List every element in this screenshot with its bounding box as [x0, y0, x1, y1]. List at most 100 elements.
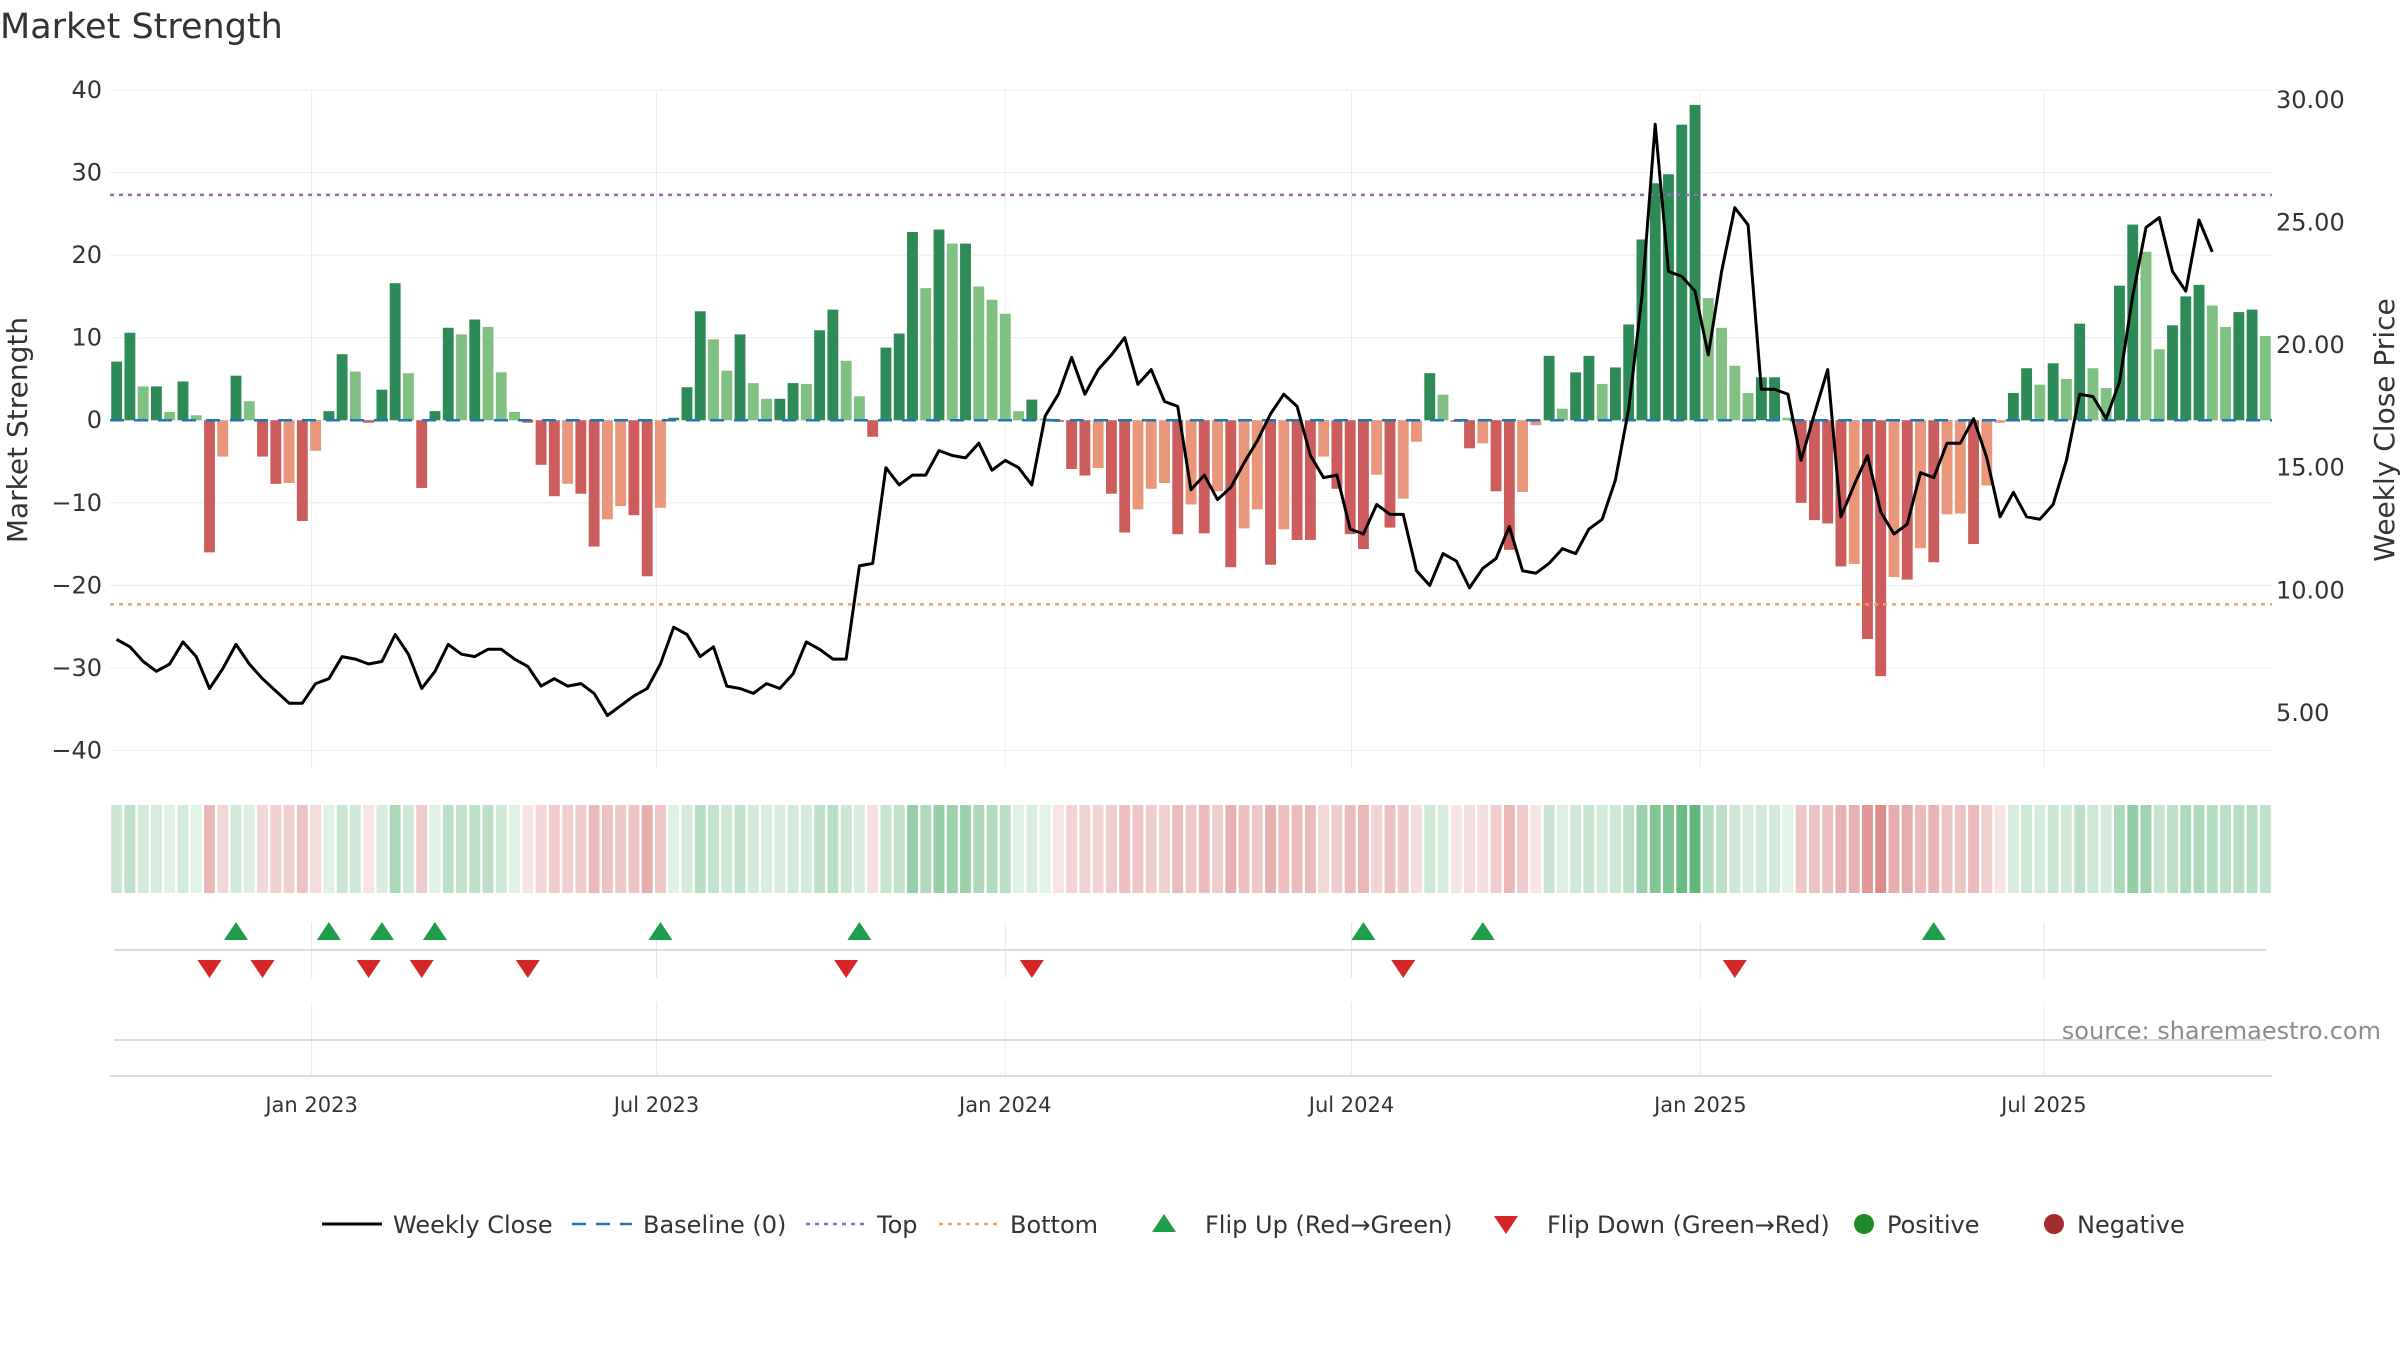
heat-cell: [800, 805, 812, 893]
heat-cell: [257, 805, 268, 893]
strength-bar: [1716, 327, 1727, 421]
heat-cell: [2047, 805, 2059, 893]
legend-item: Baseline (0): [572, 1211, 786, 1239]
flip-up-marker: [224, 922, 249, 940]
heat-cell: [1543, 805, 1555, 893]
flip-up-marker: [648, 922, 673, 940]
legend-triangle-up-icon: [1152, 1214, 1176, 1232]
legend-label: Flip Down (Green→Red): [1547, 1211, 1830, 1239]
strength-bar: [2074, 323, 2086, 421]
strength-bar: [1013, 411, 1025, 421]
strength-bar: [1105, 420, 1117, 494]
strength-bar: [1344, 420, 1356, 535]
heat-cell: [1092, 805, 1104, 893]
heat-cell: [243, 805, 255, 893]
flip-down-marker: [834, 960, 859, 978]
heat-cell: [1994, 805, 2006, 893]
x-axis: Jan 2023 Jul 2023 Jan 2024 Jul 2024 Jan 2025…: [110, 1039, 2272, 1117]
heat-cell: [827, 805, 839, 893]
strength-bar: [774, 398, 786, 421]
heat-cell: [2114, 805, 2125, 893]
strength-bar: [442, 327, 454, 421]
heat-cell: [1185, 805, 1197, 893]
heat-cell: [1689, 805, 1701, 893]
strength-bar: [2060, 378, 2072, 421]
heat-cell: [1716, 805, 1727, 893]
strength-bar: [257, 420, 268, 457]
heat-cell: [1729, 805, 1741, 893]
heat-cell: [1862, 805, 1873, 893]
y-axis-title: Market Strength: [1, 317, 34, 543]
heat-cell: [1119, 805, 1131, 893]
strength-bar: [1822, 420, 1834, 524]
strength-bar: [840, 360, 852, 421]
strength-bar: [1530, 420, 1542, 426]
heat-cell: [1079, 805, 1091, 893]
flip-down-marker: [356, 960, 381, 978]
heat-cell: [694, 805, 706, 893]
heat-cell: [999, 805, 1011, 893]
legend-item: Bottom: [939, 1211, 1098, 1239]
heat-cell: [522, 805, 534, 893]
flip-markers: [114, 922, 2266, 978]
heat-cell: [1795, 805, 1807, 893]
heat-cell: [1411, 805, 1422, 893]
strength-bar: [1782, 417, 1794, 421]
heat-cell: [1610, 805, 1621, 893]
strength-bar: [363, 420, 375, 423]
heat-cell: [1066, 805, 1078, 893]
heat-cell: [2100, 805, 2112, 893]
heat-cell: [562, 805, 574, 893]
strength-bar: [1729, 365, 1741, 421]
y-tick-label: 0: [87, 406, 102, 434]
heat-cell: [920, 805, 932, 893]
heat-cell: [787, 805, 799, 893]
strength-bar: [800, 383, 812, 421]
strength-bar: [761, 398, 772, 421]
heat-cell: [1172, 805, 1184, 893]
strength-bar: [217, 420, 229, 457]
strength-bar: [562, 420, 574, 484]
strength-bar: [1702, 298, 1714, 421]
flip-up-marker: [1470, 922, 1495, 940]
y-tick-label: −10: [51, 489, 102, 517]
legend-item: Positive: [1854, 1211, 1980, 1239]
strength-bar: [1901, 420, 1913, 580]
strength-bar: [681, 387, 693, 421]
strength-bar: [655, 420, 666, 508]
heat-cell: [734, 805, 746, 893]
flip-down-marker: [1019, 960, 1044, 978]
heat-cell: [946, 805, 958, 893]
strength-bar: [575, 420, 587, 494]
strength-bar: [1848, 420, 1860, 564]
strength-bar: [853, 396, 865, 421]
strength-bar: [336, 354, 348, 421]
x-tick-label: Jul 2023: [612, 1093, 699, 1117]
strength-bar: [1862, 420, 1873, 640]
strength-bar: [270, 420, 282, 484]
strength-bar: [1503, 420, 1515, 550]
strength-bar: [1663, 174, 1674, 421]
heat-cell: [296, 805, 308, 893]
strength-bar: [933, 229, 945, 421]
strength-bar: [1185, 420, 1197, 505]
strength-bar: [1769, 377, 1781, 421]
heat-cell: [1105, 805, 1117, 893]
heat-cell: [469, 805, 481, 893]
strength-bar: [1119, 420, 1131, 533]
heat-cell: [1835, 805, 1847, 893]
strength-bar: [1968, 420, 1979, 545]
legend-label: Positive: [1887, 1211, 1980, 1239]
heat-cell: [2193, 805, 2205, 893]
heat-cell: [960, 805, 971, 893]
strength-bar: [495, 372, 507, 421]
heat-cell: [137, 805, 149, 893]
flip-down-marker: [409, 960, 434, 978]
y-tick-label: −20: [51, 571, 102, 599]
legend: Weekly Close Baseline (0) Top Bottom Flip Up…: [322, 1211, 2185, 1239]
heat-cell: [442, 805, 454, 893]
strength-bar: [880, 347, 892, 421]
strength-bar: [389, 283, 401, 421]
y2-tick-label: 15.00: [2276, 454, 2345, 482]
strength-bar: [1092, 420, 1104, 469]
